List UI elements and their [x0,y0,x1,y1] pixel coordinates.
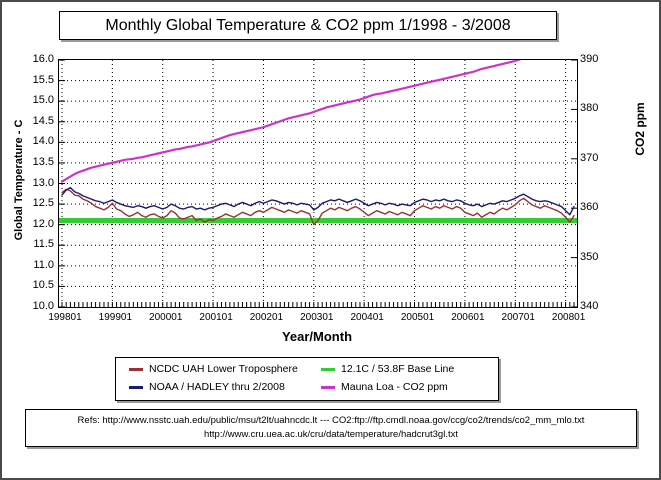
plot-area [58,59,578,308]
x-tick: 199801 [48,312,82,323]
chart-title-box: Monthly Global Temperature & CO2 ppm 1/1… [59,11,557,40]
y-tick-left: 13.0 [32,176,54,189]
legend-color-swatch [321,367,335,371]
series-line [61,186,575,216]
y-tick-right: 370 [580,151,599,164]
legend-label: NOAA / HADLEY thru 2/2008 [149,381,285,393]
y-tick-left: 12.0 [32,217,54,230]
reference-line-2: http://www.cru.uea.ac.uk/cru/data/temper… [204,429,458,440]
y-tick-left: 16.0 [32,53,54,65]
x-tick: 200001 [149,312,183,323]
y-axis-right-label: CO2 ppm [633,102,647,156]
legend-item[interactable]: NCDC UAH Lower Troposphere [129,363,298,375]
y-tick-left: 12.5 [32,197,54,210]
references-box: Refs: http://www.nsstc.uah.edu/public/ms… [25,409,637,447]
y-tick-left: 11.5 [33,238,54,251]
legend-label: Mauna Loa - CO2 ppm [341,381,448,393]
x-axis-ticks: 199801 199901 200001 200101 200201 200301 2004… [48,312,585,326]
legend-color-swatch [129,367,143,371]
y-tick-left: 10.0 [32,300,54,312]
legend-item[interactable]: Mauna Loa - CO2 ppm [321,381,448,393]
reference-line-1: Refs: http://www.nsstc.uah.edu/public/ms… [77,415,585,426]
y-tick-left: 14.0 [32,135,54,148]
y-tick-right: 380 [580,102,599,115]
x-tick: 200301 [300,312,334,323]
x-tick: 200401 [350,312,384,323]
x-tick: 200501 [400,312,435,323]
y-tick-left: 13.5 [32,155,54,168]
y-tick-left: 14.5 [32,114,54,127]
legend-color-swatch [129,385,143,389]
legend-label: NCDC UAH Lower Troposphere [149,363,298,375]
x-axis-label: Year/Month [281,329,353,344]
legend-row: NOAA / HADLEY thru 2/2008 Mauna Loa - CO2… [116,381,498,398]
y-tick-left: 15.0 [32,94,54,107]
x-tick: 200101 [199,312,233,323]
y-tick-left: 11.0 [33,258,54,271]
y-tick-left: 15.5 [32,73,54,86]
y-tick-right: 340 [580,300,599,312]
legend-color-swatch [321,385,335,389]
series-line [60,60,522,183]
y-tick-right: 350 [580,250,599,263]
y-axis-left-ticks: 16.0 15.5 15.0 14.5 14.0 13.5 13.0 12.5 12.0 11.5… [8,53,54,312]
legend-item[interactable]: 12.1C / 53.8F Base Line [321,363,454,375]
y-tick-left: 10.5 [32,279,54,292]
y-axis-right-ticks: 390 380 370 360 350 340 [580,53,620,312]
x-tick: 200801 [551,312,586,323]
legend-label: 12.1C / 53.8F Base Line [341,363,455,375]
series-line [61,188,575,226]
chart-legend: NCDC UAH Lower Troposphere 12.1C / 53.8F … [115,357,499,401]
y-tick-right: 360 [580,201,599,214]
x-tick: 200201 [249,312,284,323]
page-title: Monthly Global Temperature & CO2 ppm 1/1… [105,16,511,34]
x-tick: 199901 [98,312,133,323]
x-tick: 200601 [451,312,485,323]
chart-canvas [59,60,577,307]
legend-item[interactable]: NOAA / HADLEY thru 2/2008 [129,381,285,393]
legend-row: NCDC UAH Lower Troposphere 12.1C / 53.8F … [116,363,498,380]
x-tick: 200701 [501,312,535,323]
y-tick-right: 390 [580,53,599,65]
